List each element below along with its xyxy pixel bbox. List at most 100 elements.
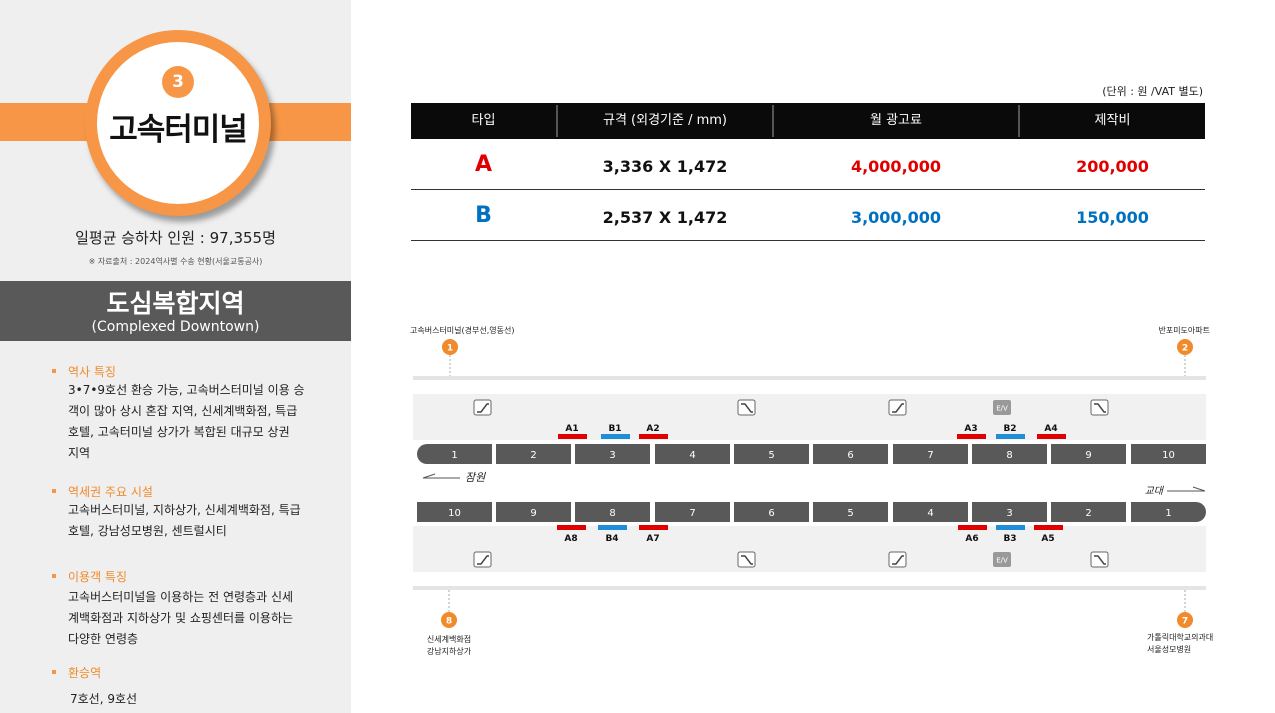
- row-type: A: [474, 152, 493, 177]
- row-type: B: [475, 203, 492, 228]
- train-car: [655, 502, 730, 522]
- ad-label: B3: [1003, 534, 1016, 544]
- car-number: 10: [448, 508, 461, 519]
- exit-1-number: 1: [447, 344, 453, 354]
- train-car: [417, 502, 492, 522]
- table-header: 타입 규격 (외경기준 / mm) 월 광고료 제작비: [411, 103, 1205, 139]
- body-line: 고속버스터미널을 이용하는 전 연령층과 신세: [68, 590, 294, 604]
- car-number: 6: [847, 450, 853, 461]
- table-row: B 2,537 X 1,472 3,000,000 150,000: [411, 197, 1205, 239]
- body-line: 지역: [68, 446, 91, 460]
- exit-7-label-2: 서울성모병원: [1147, 645, 1191, 654]
- exit-7-marker: [1177, 612, 1193, 628]
- daily-passengers: 일평균 승하차 인원 : 97,355명: [75, 229, 276, 247]
- escalator-icon: [737, 399, 756, 416]
- direction-left: 잠원: [465, 471, 486, 484]
- exit-7-label-1: 가톨릭대학교의과대학: [1147, 632, 1213, 642]
- station-number: 3: [162, 66, 194, 98]
- ad-label: A8: [564, 534, 577, 544]
- train-car: [734, 502, 809, 522]
- ad-slot: [996, 434, 1025, 439]
- car-number: 2: [1085, 508, 1091, 519]
- wall-bottom: [413, 586, 1206, 590]
- station-name: 고속터미널: [109, 112, 248, 148]
- header-divider: [1018, 105, 1020, 137]
- escalator-icon: [473, 399, 492, 416]
- ad-slot: [639, 434, 668, 439]
- ad-slot: [601, 434, 630, 439]
- top-ad-group: A1 B1 A2 A3 B2 A4: [558, 424, 1066, 439]
- train-car: [417, 444, 492, 464]
- section-title-transfer: 환승역: [68, 666, 102, 680]
- zone-box: 도심복합지역 (Complexed Downtown): [0, 281, 351, 341]
- ad-slot: [639, 525, 668, 530]
- bottom-train: 10 9 8 7 6 5 4 3 2 1: [417, 502, 1206, 522]
- body-line: 고속버스터미널, 지하상가, 신세계백화점, 특급: [68, 503, 301, 517]
- train-car: [496, 502, 571, 522]
- top-train: 1 2 3 4 5 6 7 8 9 10: [417, 444, 1206, 464]
- header-fee: 월 광고료: [870, 113, 922, 128]
- train-car: [972, 444, 1047, 464]
- car-number: 3: [1006, 508, 1012, 519]
- ad-label: B2: [1003, 424, 1016, 434]
- car-number: 7: [927, 450, 933, 461]
- bullet-icon: [52, 369, 56, 373]
- ad-label: A7: [646, 534, 659, 544]
- bullet-icon: [52, 670, 56, 674]
- train-car: [1051, 444, 1126, 464]
- elevator-icon: E/V: [993, 552, 1011, 567]
- body-line: 7호선, 9호선: [70, 692, 138, 706]
- car-number: 1: [1165, 508, 1171, 519]
- train-car: [575, 444, 650, 464]
- exit-8-label-2: 강남지하상가: [427, 646, 472, 656]
- train-car: [1051, 502, 1126, 522]
- body-line: 호텔, 강남성모병원, 센트럴시티: [68, 524, 227, 538]
- bullet-icon: [52, 574, 56, 578]
- exit-2-marker: [1177, 339, 1193, 355]
- ad-slot: [957, 434, 986, 439]
- car-number: 4: [927, 508, 933, 519]
- section-body-facilities: 고속버스터미널, 지하상가, 신세계백화점, 특급 호텔, 강남성모병원, 센트…: [68, 500, 318, 542]
- ad-label: A6: [965, 534, 978, 544]
- row-cost: 150,000: [1076, 208, 1149, 227]
- ad-slot: [958, 525, 987, 530]
- header-type: 타입: [471, 113, 496, 128]
- row-size: 2,537 X 1,472: [602, 208, 728, 227]
- row-divider: [411, 189, 1205, 190]
- section-body-history: 3•7•9호선 환승 가능, 고속버스터미널 이용 승 객이 많아 상시 혼잡 …: [68, 380, 318, 464]
- train-car: [575, 502, 650, 522]
- train-car: [496, 444, 571, 464]
- body-line: 3•7•9호선 환승 가능, 고속버스터미널 이용 승: [68, 383, 305, 397]
- ad-slot: [996, 525, 1025, 530]
- body-line: 다양한 연령층: [68, 632, 139, 646]
- row-fee: 4,000,000: [850, 157, 942, 176]
- wall-top: [413, 376, 1206, 380]
- car-number: 6: [768, 508, 774, 519]
- elevator-icon: E/V: [993, 400, 1011, 415]
- train-car: [813, 444, 888, 464]
- platform-diagram: 고속버스터미널(경부선,영동선) 1 반포미도아파트 2 E/V A1 B1 A2 A…: [410, 325, 1213, 656]
- exit-8-marker: [441, 612, 457, 628]
- platform-bottom: [413, 526, 1206, 572]
- car-number: 8: [1006, 450, 1012, 461]
- ad-label: B1: [608, 424, 621, 434]
- car-number: 3: [609, 450, 615, 461]
- train-car: [1131, 502, 1206, 522]
- ad-slot: [557, 525, 586, 530]
- car-number: 7: [689, 508, 695, 519]
- escalator-icon: [1090, 399, 1109, 416]
- car-number: 4: [689, 450, 695, 461]
- arrow-left-head: [422, 473, 436, 479]
- ad-slot: [1037, 434, 1066, 439]
- unit-note: (단위 : 원 /VAT 별도): [1102, 85, 1203, 98]
- direction-right: 교대: [1145, 485, 1165, 497]
- body-line: 객이 많아 상시 혼잡 지역, 신세계백화점, 특급: [68, 404, 298, 418]
- escalator-icon: [888, 551, 907, 568]
- exit-7-number: 7: [1182, 617, 1188, 627]
- header-size: 규격 (외경기준 / mm): [602, 113, 727, 128]
- ev-label: E/V: [996, 405, 1008, 413]
- ad-label: A1: [565, 424, 578, 434]
- escalator-icon: [1090, 551, 1109, 568]
- exit-8-label-1: 신세계백화점: [427, 634, 471, 644]
- header-divider: [772, 105, 774, 137]
